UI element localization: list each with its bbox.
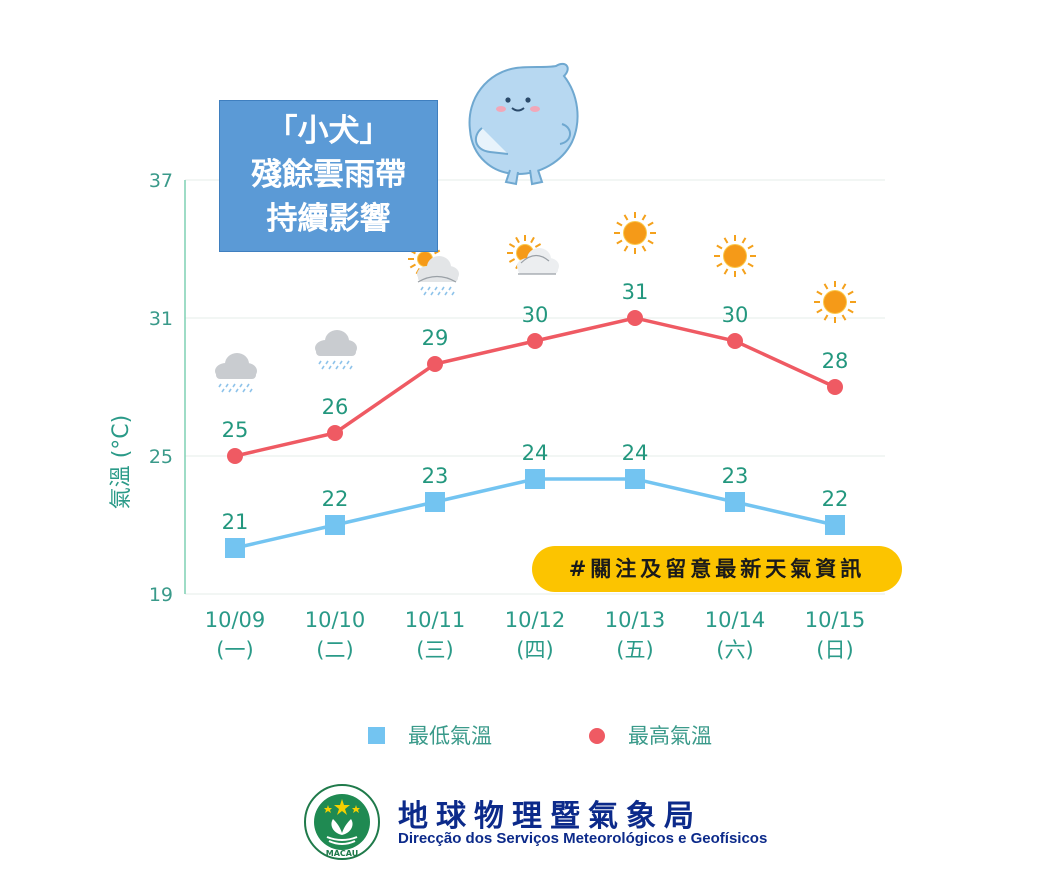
min-temp-point xyxy=(425,492,445,512)
y-tick-label: 31 xyxy=(149,308,173,330)
legend-min-marker xyxy=(368,727,385,744)
legend: 最低氣溫 最高氣溫 xyxy=(368,724,712,748)
max-temp-label: 31 xyxy=(622,280,649,304)
sun-cloud-icon xyxy=(507,235,559,275)
y-axis-label: 氣溫 (°C) xyxy=(109,415,134,510)
max-temp-point xyxy=(527,333,543,349)
x-tick-weekday: (一) xyxy=(216,638,253,662)
max-temp-point xyxy=(727,333,743,349)
series-lines xyxy=(225,310,845,558)
headline-line-1: 「小犬」 xyxy=(266,113,391,149)
x-tick-date: 10/12 xyxy=(505,608,566,632)
macau-emblem-icon: MACAU xyxy=(304,784,380,860)
sun-cloud-rain-icon xyxy=(408,242,459,296)
x-tick-weekday: (四) xyxy=(516,638,553,662)
max-temp-point xyxy=(427,356,443,372)
min-temp-label: 22 xyxy=(822,487,849,511)
legend-max-marker xyxy=(589,728,605,744)
x-axis-ticks: 10/09 (一) 10/10 (二) 10/11 (三) 10/12 (四) 10/13 (五)… xyxy=(205,608,866,662)
headline-box: 「小犬」 殘餘雲雨帶 持續影響 xyxy=(219,100,438,252)
data-labels: 21 22 23 24 24 23 22 25 26 29 30 31 30 28 xyxy=(222,280,849,534)
organization-name-pt: Direcção dos Serviços Meteorológicos e G… xyxy=(398,830,768,847)
y-axis-ticks: 19 25 31 37 xyxy=(149,170,173,606)
max-temp-label: 28 xyxy=(822,349,849,373)
y-tick-label: 19 xyxy=(149,584,173,606)
weather-icons xyxy=(215,212,856,393)
x-tick-date: 10/10 xyxy=(305,608,366,632)
rain-cloud-icon xyxy=(215,353,257,393)
headline-line-3: 持續影響 xyxy=(266,201,391,237)
sun-icon xyxy=(714,235,756,277)
x-tick-date: 10/15 xyxy=(805,608,866,632)
min-temp-point xyxy=(725,492,745,512)
x-tick-weekday: (日) xyxy=(816,638,853,662)
notice-badge: #關注及留意最新天氣資訊 xyxy=(532,546,902,592)
min-temp-point xyxy=(225,538,245,558)
organization-logo: MACAU 地球物理暨氣象局 Direcção dos Serviços Met… xyxy=(303,783,783,863)
max-temp-label: 30 xyxy=(722,303,749,327)
max-temp-point xyxy=(227,448,243,464)
sun-icon xyxy=(614,212,656,254)
max-temp-label: 26 xyxy=(322,395,349,419)
headline-line-2: 殘餘雲雨帶 xyxy=(251,157,406,193)
min-temp-point xyxy=(325,515,345,535)
max-temp-label: 30 xyxy=(522,303,549,327)
emblem-text: MACAU xyxy=(326,849,358,858)
max-temp-point xyxy=(627,310,643,326)
max-temp-point xyxy=(327,425,343,441)
max-temp-point xyxy=(827,379,843,395)
organization-name-zh: 地球物理暨氣象局 xyxy=(398,799,702,834)
x-tick-weekday: (二) xyxy=(316,638,353,662)
min-temp-label: 22 xyxy=(322,487,349,511)
min-temp-label: 24 xyxy=(522,441,549,465)
sun-icon xyxy=(814,281,856,323)
rain-cloud-icon xyxy=(315,330,357,370)
x-tick-date: 10/09 xyxy=(205,608,266,632)
max-temp-label: 25 xyxy=(222,418,249,442)
x-tick-weekday: (五) xyxy=(616,638,653,662)
min-temp-point xyxy=(825,515,845,535)
x-tick-date: 10/14 xyxy=(705,608,766,632)
min-temp-point xyxy=(625,469,645,489)
min-temp-label: 23 xyxy=(422,464,449,488)
x-tick-date: 10/11 xyxy=(405,608,466,632)
legend-min-label: 最低氣溫 xyxy=(408,724,492,748)
y-tick-label: 25 xyxy=(149,446,173,468)
max-temp-label: 29 xyxy=(422,326,449,350)
y-tick-label: 37 xyxy=(149,170,173,192)
x-tick-weekday: (六) xyxy=(716,638,753,662)
cloud-mascot-icon xyxy=(468,62,579,186)
x-tick-weekday: (三) xyxy=(416,638,453,662)
min-temp-point xyxy=(525,469,545,489)
min-temp-label: 21 xyxy=(222,510,249,534)
min-temp-label: 23 xyxy=(722,464,749,488)
min-temp-label: 24 xyxy=(622,441,649,465)
x-tick-date: 10/13 xyxy=(605,608,666,632)
legend-max-label: 最高氣溫 xyxy=(628,724,712,748)
